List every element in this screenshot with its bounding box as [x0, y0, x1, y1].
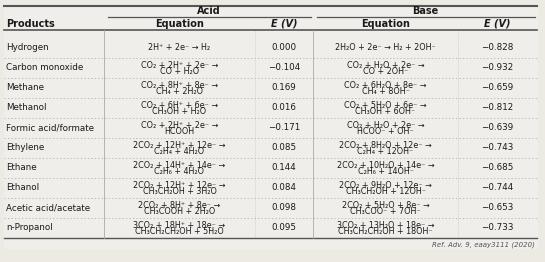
Text: Products: Products	[6, 19, 54, 29]
Text: Hydrogen: Hydrogen	[6, 43, 49, 52]
Text: CH₃OH + 6OH⁻: CH₃OH + 6OH⁻	[355, 107, 416, 117]
Text: 3CO₂ + 18H⁺ + 18e⁻ →: 3CO₂ + 18H⁺ + 18e⁻ →	[134, 221, 226, 230]
Text: C₂H₄ + 4H₂O: C₂H₄ + 4H₂O	[154, 148, 204, 156]
Text: CO₂ + 2H⁺ + 2e⁻ →: CO₂ + 2H⁺ + 2e⁻ →	[141, 61, 218, 69]
Text: −0.104: −0.104	[268, 63, 300, 73]
Text: 2CO₂ + 14H⁺ + 14e⁻ →: 2CO₂ + 14H⁺ + 14e⁻ →	[134, 161, 226, 170]
Text: 2CO₂ + 12H⁺ + 12e⁻ →: 2CO₂ + 12H⁺ + 12e⁻ →	[133, 181, 226, 189]
Text: CH₃CH₂OH + 3H₂O: CH₃CH₂OH + 3H₂O	[143, 188, 216, 196]
Text: CH₄ + 2H₂O: CH₄ + 2H₂O	[156, 88, 203, 96]
Text: CO₂ + 6H⁺ + 6e⁻ →: CO₂ + 6H⁺ + 6e⁻ →	[141, 101, 218, 110]
Text: 2CO₂ + 10H₂O + 14e⁻ →: 2CO₂ + 10H₂O + 14e⁻ →	[337, 161, 434, 170]
Text: Equation: Equation	[155, 19, 204, 29]
Text: 2CO₂ + 12H⁺ + 12e⁻ →: 2CO₂ + 12H⁺ + 12e⁻ →	[133, 140, 226, 150]
Text: CO + H₂O: CO + H₂O	[160, 68, 199, 77]
Text: n-Propanol: n-Propanol	[6, 223, 53, 232]
Text: Base: Base	[412, 7, 438, 17]
Text: 2CO₂ + 8H₂O + 12e⁻ →: 2CO₂ + 8H₂O + 12e⁻ →	[339, 140, 432, 150]
Text: −0.932: −0.932	[481, 63, 513, 73]
Text: 2CO₂ + 9H₂O + 12e⁻ →: 2CO₂ + 9H₂O + 12e⁻ →	[339, 181, 432, 189]
Text: C₂H₆ + 14OH⁻: C₂H₆ + 14OH⁻	[358, 167, 414, 177]
Text: Acetic acid/acetate: Acetic acid/acetate	[6, 204, 90, 212]
Text: 2CO₂ + 5H₂O + 8e⁻ →: 2CO₂ + 5H₂O + 8e⁻ →	[342, 200, 429, 210]
Text: CH₃COOH + 2H₂O: CH₃COOH + 2H₂O	[144, 208, 215, 216]
Text: Ethanol: Ethanol	[6, 183, 39, 193]
Text: CO₂ + H₂O + 2e⁻ →: CO₂ + H₂O + 2e⁻ →	[347, 121, 425, 129]
Text: 0.000: 0.000	[271, 43, 296, 52]
Text: 0.085: 0.085	[271, 144, 296, 152]
Text: E (V): E (V)	[485, 19, 511, 29]
Text: 0.169: 0.169	[271, 84, 296, 92]
Text: CH₃COO⁻ + 7OH⁻: CH₃COO⁻ + 7OH⁻	[350, 208, 421, 216]
Text: CO₂ + 2H⁺ + 2e⁻ →: CO₂ + 2H⁺ + 2e⁻ →	[141, 121, 218, 129]
Text: −0.171: −0.171	[268, 123, 300, 133]
Text: Ethane: Ethane	[6, 163, 37, 172]
Text: HCOOH: HCOOH	[165, 128, 195, 137]
Text: −0.812: −0.812	[481, 103, 513, 112]
Text: 0.016: 0.016	[271, 103, 296, 112]
Text: Methane: Methane	[6, 84, 44, 92]
Text: 0.098: 0.098	[271, 204, 296, 212]
Text: −0.653: −0.653	[481, 204, 514, 212]
Text: Methanol: Methanol	[6, 103, 46, 112]
Text: −0.828: −0.828	[481, 43, 514, 52]
Text: Ethylene: Ethylene	[6, 144, 44, 152]
Text: Ref. Adv. 9, eaay3111 (2020): Ref. Adv. 9, eaay3111 (2020)	[432, 241, 535, 248]
Text: CO₂ + 5H₂O + 6e⁻ →: CO₂ + 5H₂O + 6e⁻ →	[344, 101, 427, 110]
Text: E (V): E (V)	[271, 19, 297, 29]
Text: Formic acid/formate: Formic acid/formate	[6, 123, 94, 133]
Text: 2H₂O + 2e⁻ → H₂ + 2OH⁻: 2H₂O + 2e⁻ → H₂ + 2OH⁻	[335, 43, 436, 52]
Text: −0.733: −0.733	[481, 223, 514, 232]
Text: 2CO₂ + 8H⁺ + 8e⁻ →: 2CO₂ + 8H⁺ + 8e⁻ →	[138, 200, 221, 210]
Text: −0.639: −0.639	[481, 123, 513, 133]
Text: 0.084: 0.084	[271, 183, 296, 193]
Text: CO + 2OH⁻: CO + 2OH⁻	[363, 68, 408, 77]
Text: CH₄ + 8OH⁻: CH₄ + 8OH⁻	[361, 88, 409, 96]
Text: Equation: Equation	[361, 19, 410, 29]
Text: −0.685: −0.685	[481, 163, 514, 172]
Text: −0.744: −0.744	[481, 183, 513, 193]
Text: 0.144: 0.144	[271, 163, 296, 172]
Text: Acid: Acid	[197, 7, 220, 17]
Text: HCOO⁻ + OH⁻: HCOO⁻ + OH⁻	[357, 128, 414, 137]
Text: 3CO₂ + 13H₂O + 18e⁻ →: 3CO₂ + 13H₂O + 18e⁻ →	[337, 221, 434, 230]
Text: 2H⁺ + 2e⁻ → H₂: 2H⁺ + 2e⁻ → H₂	[148, 43, 210, 52]
Text: CH₃CH₂CH₂OH + 5H₂O: CH₃CH₂CH₂OH + 5H₂O	[135, 227, 224, 237]
Text: C₂H₆ + 4H₂O: C₂H₆ + 4H₂O	[154, 167, 204, 177]
Text: −0.659: −0.659	[481, 84, 513, 92]
Text: CH₃CH₂OH + 12OH⁻: CH₃CH₂OH + 12OH⁻	[346, 188, 426, 196]
Text: Carbon monoxide: Carbon monoxide	[6, 63, 83, 73]
Text: −0.743: −0.743	[481, 144, 514, 152]
Text: CH₃OH + H₂O: CH₃OH + H₂O	[153, 107, 207, 117]
Text: CH₃CH₂CH₂OH + 18OH⁻: CH₃CH₂CH₂OH + 18OH⁻	[338, 227, 433, 237]
Text: CO₂ + H₂O + 2e⁻ →: CO₂ + H₂O + 2e⁻ →	[347, 61, 425, 69]
Text: C₂H₄ + 12OH⁻: C₂H₄ + 12OH⁻	[358, 148, 414, 156]
Text: CO₂ + 8H⁺ + 8e⁻ →: CO₂ + 8H⁺ + 8e⁻ →	[141, 80, 218, 90]
Text: 0.095: 0.095	[271, 223, 296, 232]
Text: CO₂ + 6H₂O + 8e⁻ →: CO₂ + 6H₂O + 8e⁻ →	[344, 80, 427, 90]
